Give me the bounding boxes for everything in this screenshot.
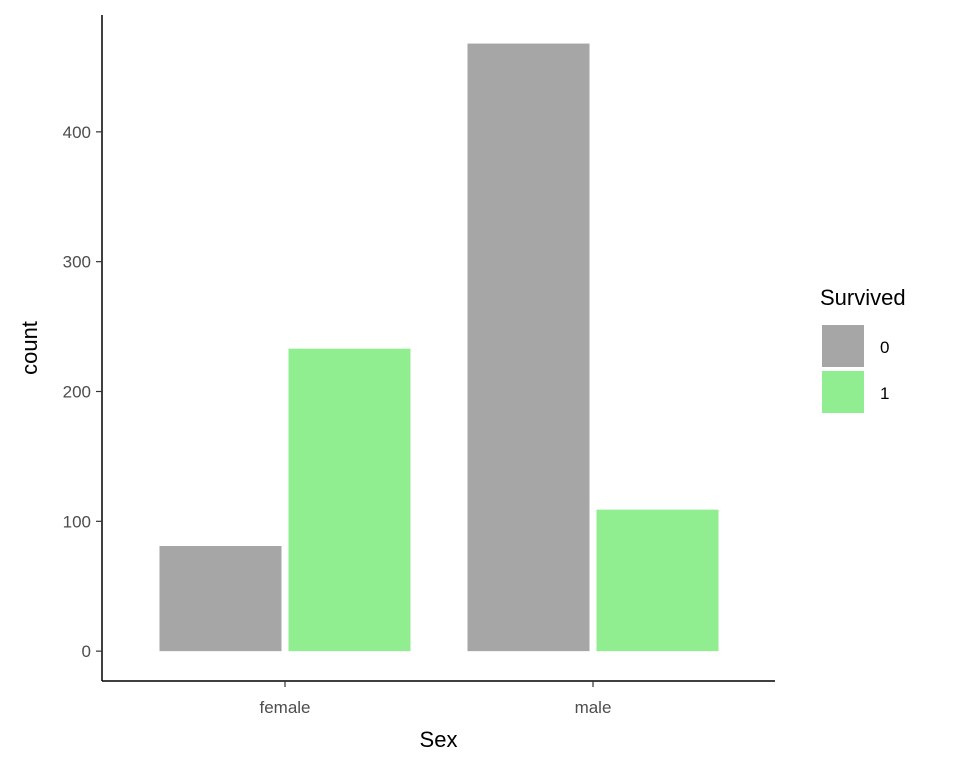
- x-tick-label-female: female: [259, 698, 310, 717]
- legend-title: Survived: [820, 285, 906, 310]
- y-tick-label: 400: [63, 123, 91, 142]
- bar-male-survived-1: [596, 509, 719, 652]
- legend-label-0: 0: [880, 338, 889, 357]
- bars-group: [159, 43, 719, 652]
- y-tick-label: 100: [63, 512, 91, 531]
- y-axis-ticks: 0 100 200 300 400: [63, 123, 102, 661]
- legend: Survived 01: [820, 285, 906, 413]
- bar-female-survived-0: [159, 545, 282, 652]
- bar-female-survived-1: [288, 348, 411, 652]
- legend-label-1: 1: [880, 384, 889, 403]
- y-tick-label: 200: [63, 382, 91, 401]
- y-axis-title: count: [17, 321, 42, 375]
- legend-swatch-1: [822, 371, 864, 413]
- legend-swatch-0: [822, 325, 864, 367]
- x-axis-title: Sex: [420, 727, 458, 752]
- y-tick-label: 0: [82, 642, 91, 661]
- legend-items: 01: [822, 325, 889, 413]
- x-tick-label-male: male: [575, 698, 612, 717]
- x-axis-ticks: female male: [259, 681, 611, 717]
- bar-male-survived-0: [467, 43, 590, 652]
- y-tick-label: 300: [63, 253, 91, 272]
